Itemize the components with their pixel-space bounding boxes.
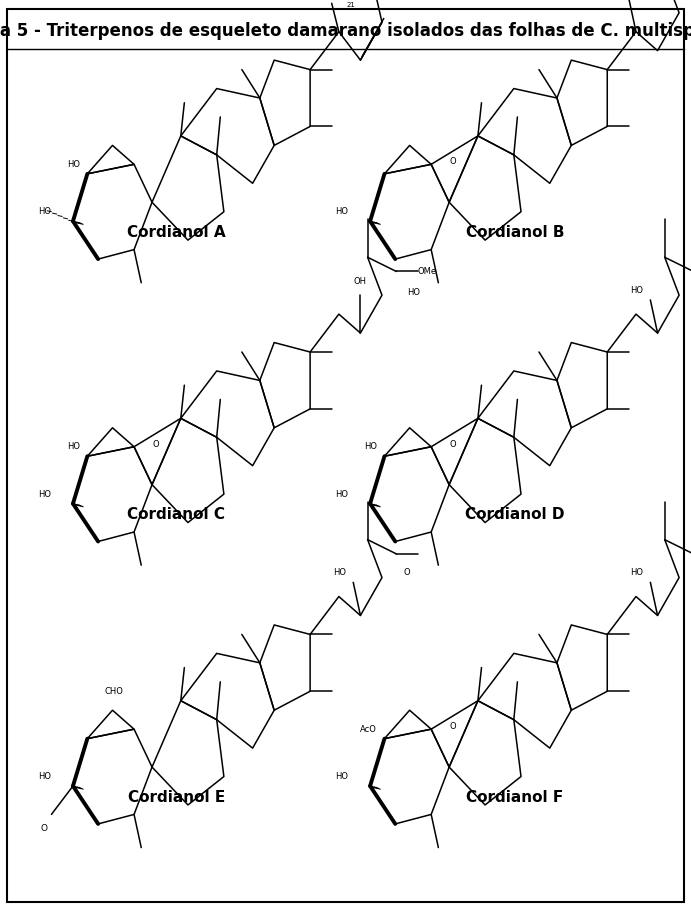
Text: HO: HO: [336, 489, 348, 498]
Text: HO: HO: [39, 489, 51, 498]
Text: 21: 21: [346, 2, 355, 8]
Text: Cordianol B: Cordianol B: [466, 225, 564, 240]
Text: HO: HO: [333, 568, 346, 578]
Text: CHO: CHO: [104, 687, 123, 696]
Text: O: O: [449, 158, 456, 167]
Text: HO: HO: [408, 288, 420, 297]
Text: OH: OH: [354, 277, 367, 286]
Text: HO: HO: [364, 442, 377, 451]
Text: Figura 5 - Triterpenos de esqueleto damarano isolados das folhas de C. multispic: Figura 5 - Triterpenos de esqueleto dama…: [0, 22, 691, 40]
Text: OMe: OMe: [418, 267, 437, 276]
Text: HO: HO: [67, 159, 80, 169]
Text: Cordianol F: Cordianol F: [466, 790, 563, 804]
Text: HO: HO: [39, 207, 51, 216]
Text: HO: HO: [336, 207, 348, 216]
Text: Cordianol D: Cordianol D: [465, 507, 565, 522]
Text: AcO: AcO: [361, 724, 377, 733]
Text: O: O: [449, 440, 456, 449]
Text: HO: HO: [39, 772, 51, 781]
Text: O: O: [152, 440, 159, 449]
Text: HO: HO: [67, 442, 80, 451]
Text: O: O: [41, 824, 48, 833]
Text: HO: HO: [336, 772, 348, 781]
Text: Cordianol E: Cordianol E: [128, 790, 225, 804]
Text: Cordianol C: Cordianol C: [127, 507, 225, 522]
Text: O: O: [449, 722, 456, 732]
Text: HO: HO: [630, 568, 643, 578]
Text: O: O: [404, 568, 410, 578]
Text: HO: HO: [630, 286, 643, 295]
Text: Cordianol A: Cordianol A: [127, 225, 225, 240]
